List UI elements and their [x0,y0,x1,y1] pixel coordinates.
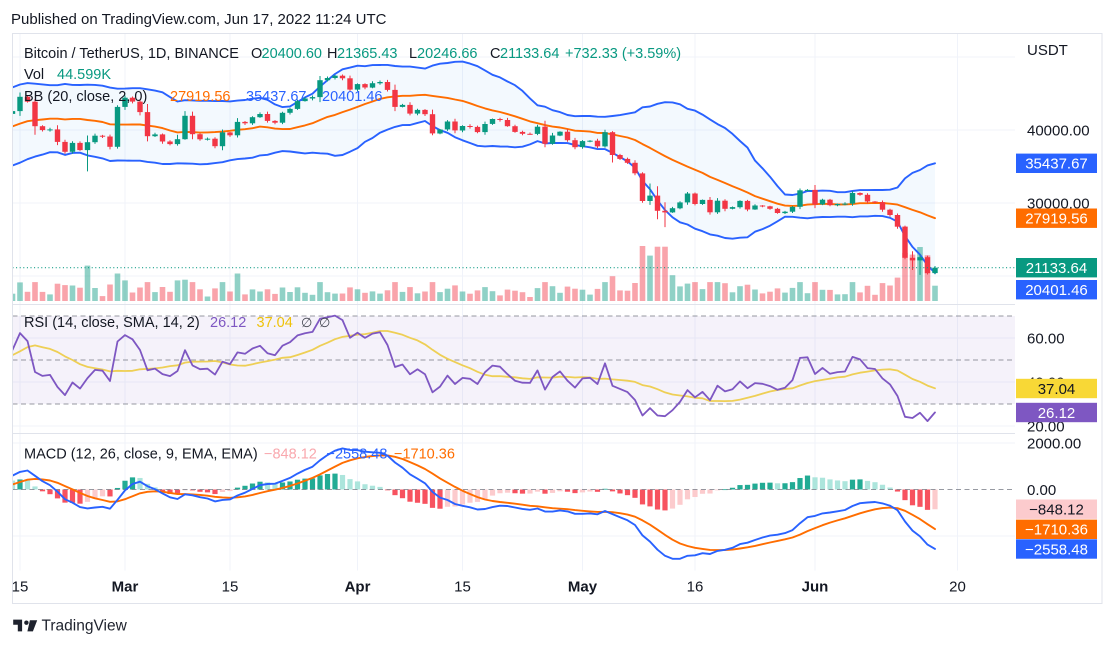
svg-text:37.04: 37.04 [1038,381,1076,398]
svg-text:Apr: Apr [345,578,371,595]
svg-text:40000.00: 40000.00 [1027,122,1090,139]
svg-text:30000.00: 30000.00 [1027,195,1090,212]
svg-text:Vol: Vol [24,67,44,83]
svg-text:Jun: Jun [802,578,829,595]
svg-text:2000.00: 2000.00 [1027,435,1081,452]
svg-text:15: 15 [222,578,239,595]
svg-text:27919.56: 27919.56 [170,89,230,105]
svg-text:15: 15 [12,578,29,595]
svg-text:C: C [490,46,500,62]
svg-text:L: L [409,46,417,62]
svg-text:26.12: 26.12 [1038,405,1076,422]
svg-text:RSI (14, close, SMA, 14, 2): RSI (14, close, SMA, 14, 2) [24,315,200,331]
svg-text:+732.33 (+3.59%): +732.33 (+3.59%) [565,46,681,62]
svg-text:∅: ∅ [319,315,330,330]
svg-text:26.12: 26.12 [210,315,246,331]
svg-text:21133.64: 21133.64 [500,46,559,62]
svg-text:60.00: 60.00 [1027,330,1065,347]
svg-text:USDT: USDT [1027,42,1068,59]
svg-text:20: 20 [949,578,966,595]
svg-text:O: O [251,46,262,62]
svg-text:20401.46: 20401.46 [322,89,382,105]
svg-text:27919.56: 27919.56 [1025,211,1088,228]
svg-text:Mar: Mar [112,578,139,595]
svg-text:16: 16 [687,578,704,595]
svg-text:Bitcoin / TetherUS, 1D, BINANC: Bitcoin / TetherUS, 1D, BINANCE [24,46,239,62]
svg-text:−1710.36: −1710.36 [394,447,455,463]
svg-text:Published on TradingView.com,: Published on TradingView.com, Jun 17, 20… [11,11,387,28]
svg-text:BB (20, close, 2, 0): BB (20, close, 2, 0) [24,89,147,105]
svg-text:35437.67: 35437.67 [246,89,306,105]
svg-text:−2558.48: −2558.48 [1025,541,1088,558]
svg-text:15: 15 [454,578,471,595]
svg-text:−2558.48: −2558.48 [327,447,388,463]
svg-text:MACD (12, 26, close, 9, EMA, E: MACD (12, 26, close, 9, EMA, EMA) [24,447,258,463]
svg-text:−848.12: −848.12 [1029,502,1084,519]
svg-text:−1710.36: −1710.36 [1025,522,1088,539]
svg-text:−848.12: −848.12 [264,447,317,463]
svg-text:∅: ∅ [301,315,312,330]
svg-text:20401.46: 20401.46 [1025,282,1088,299]
svg-text:20400.60: 20400.60 [262,46,322,62]
svg-text:21133.64: 21133.64 [1026,260,1087,277]
svg-text:TradingView: TradingView [42,618,128,635]
svg-text:H: H [327,46,337,62]
svg-text:35437.67: 35437.67 [1025,156,1088,173]
svg-text:0.00: 0.00 [1027,482,1056,499]
svg-text:20246.66: 20246.66 [417,46,477,62]
svg-text:44.599K: 44.599K [57,67,111,83]
svg-text:May: May [568,578,598,595]
svg-text:37.04: 37.04 [257,315,293,331]
svg-text:20.00: 20.00 [1027,418,1065,435]
svg-text:21365.43: 21365.43 [337,46,397,62]
